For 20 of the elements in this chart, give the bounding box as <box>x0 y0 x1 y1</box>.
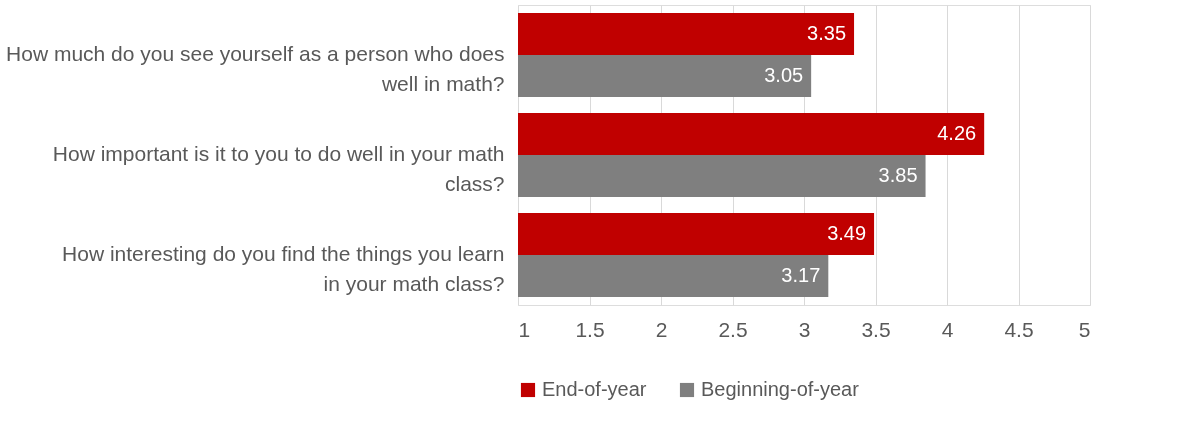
legend-label: Beginning-of-year <box>701 378 860 400</box>
x-tick-label: 3 <box>798 317 811 341</box>
y-tick-label: How much do you see yourself as a person who does well in math? <box>6 42 505 95</box>
legend-label: End-of-year <box>542 378 647 400</box>
data-label: 3.49 <box>827 222 867 244</box>
data-label: 3.05 <box>764 64 804 86</box>
x-tick-label: 3.5 <box>861 317 891 341</box>
x-tick-label: 1 <box>518 317 531 341</box>
x-tick-label: 4.5 <box>1004 317 1034 341</box>
x-tick-label: 4 <box>941 317 954 341</box>
y-tick-label: How important is it to you to do well in your math class? <box>52 142 505 195</box>
data-label: 3.85 <box>878 164 918 186</box>
x-tick-label: 2.5 <box>718 317 748 341</box>
data-label: 3.35 <box>807 22 847 44</box>
data-label: 4.26 <box>937 122 977 144</box>
x-tick-label: 5 <box>1078 317 1091 341</box>
x-tick-label: 1.5 <box>575 317 605 341</box>
y-tick-label: How interesting do you find the things you learn in your math class? <box>62 242 505 295</box>
data-label: 3.17 <box>781 264 821 286</box>
x-tick-label: 2 <box>655 317 668 341</box>
